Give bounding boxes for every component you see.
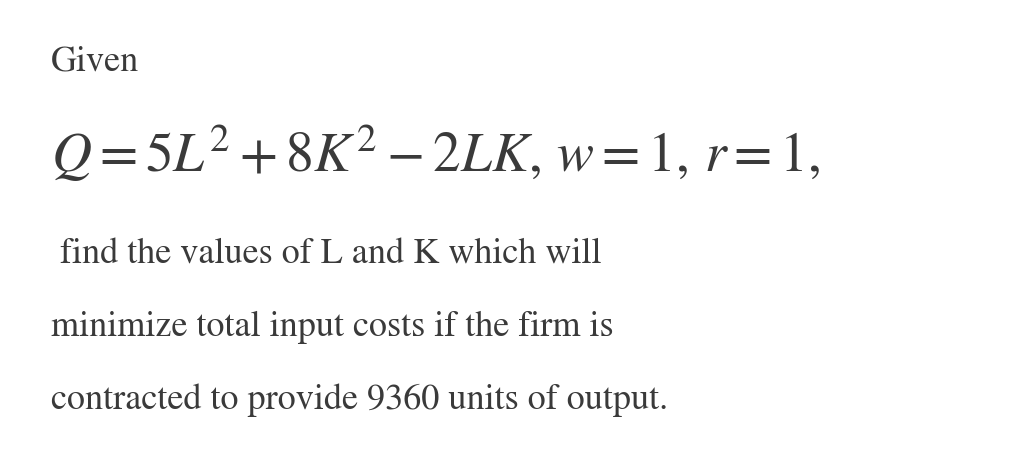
Text: minimize total input costs if the firm is: minimize total input costs if the firm i…	[51, 311, 614, 344]
Text: $Q = 5L^2 + 8K^2 - 2LK,\,w = 1,\,r = 1,$: $Q = 5L^2 + 8K^2 - 2LK,\,w = 1,\,r = 1,$	[51, 123, 820, 184]
Text: contracted to provide 9360 units of output.: contracted to provide 9360 units of outp…	[51, 384, 668, 417]
Text: Given: Given	[51, 45, 139, 79]
Text: find the values of L and K which will: find the values of L and K which will	[51, 238, 602, 271]
